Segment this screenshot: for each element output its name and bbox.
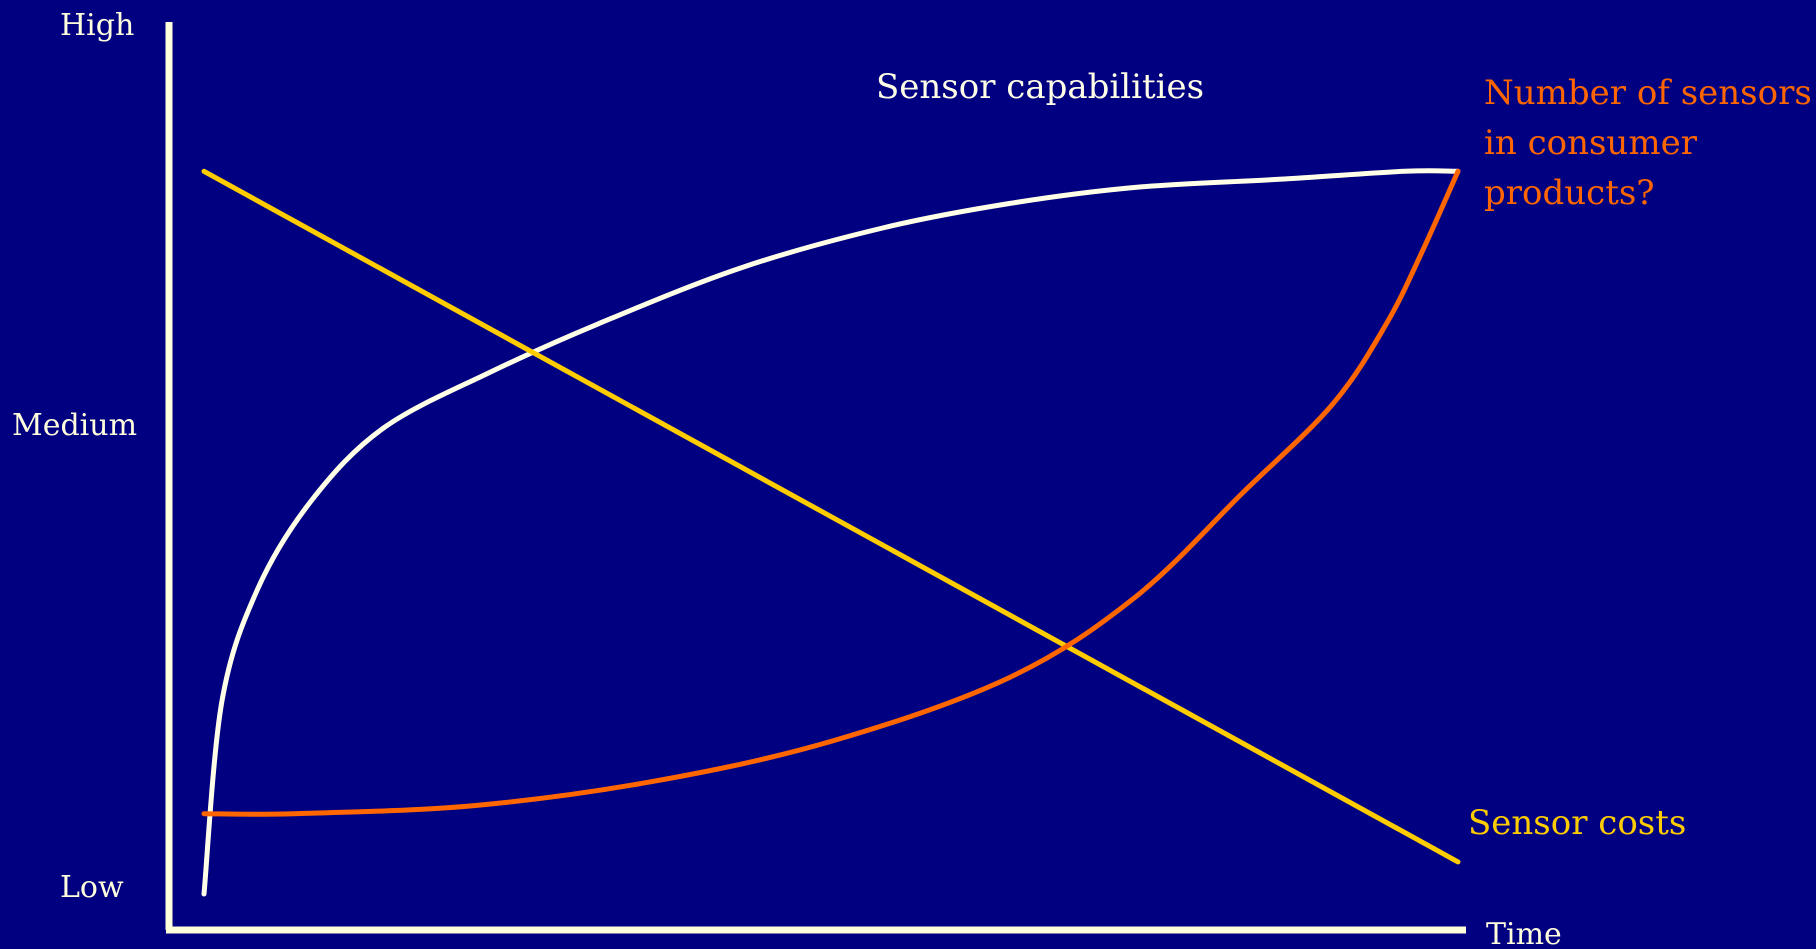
- series-line-sensor-costs: [201, 168, 1461, 865]
- x-axis-label: Time: [1486, 917, 1562, 949]
- series-line-number-of-sensors: [201, 168, 1461, 817]
- y-tick-label-low: Low: [60, 870, 124, 905]
- series-layer: [201, 168, 1461, 897]
- series-label-line: Number of sensors: [1484, 73, 1812, 113]
- series-label-number-of-sensors: Number of sensors in consumer products?: [1484, 73, 1812, 213]
- series-label-sensor-capabilities: Sensor capabilities: [876, 67, 1204, 107]
- series-line-sensor-capabilities: [201, 168, 1461, 897]
- series-label-line: products?: [1484, 173, 1655, 213]
- series-label-sensor-costs: Sensor costs: [1468, 803, 1686, 843]
- y-tick-label-medium: Medium: [12, 408, 137, 443]
- series-label-line: in consumer: [1484, 123, 1698, 163]
- text-layer: High Medium Low Time Sensor capabilities…: [12, 8, 1812, 949]
- y-tick-label-high: High: [60, 8, 134, 43]
